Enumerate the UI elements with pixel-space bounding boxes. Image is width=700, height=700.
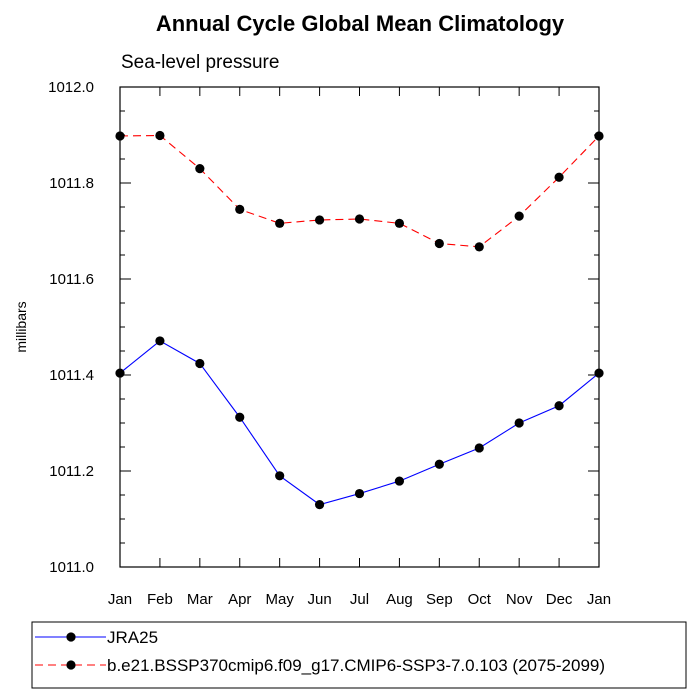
x-tick-label: Nov <box>506 591 533 608</box>
x-tick-label: Jun <box>307 591 331 608</box>
x-tick-label: Jan <box>108 591 132 608</box>
y-tick-label: 1011.2 <box>49 463 94 480</box>
y-tick-label: 1011.6 <box>49 271 94 288</box>
data-point <box>554 401 564 411</box>
data-point <box>155 130 165 141</box>
legend-marker <box>66 660 76 670</box>
data-point <box>235 412 245 422</box>
y-tick-label: 1011.0 <box>49 559 94 576</box>
y-axis-label: millibars <box>13 301 29 352</box>
data-point <box>514 211 524 221</box>
series-line-0 <box>119 340 600 506</box>
chart-title: Annual Cycle Global Mean Climatology <box>156 11 565 36</box>
data-point <box>314 500 325 510</box>
y-tick-label: 1012.0 <box>48 79 94 96</box>
y-tick-label: 1011.4 <box>49 367 94 384</box>
axis-ticks: Jan Feb Mar Apr May Jun Jul Aug Sep Oct Nov Dec Jan 1… <box>48 79 611 608</box>
data-point <box>474 443 484 453</box>
x-tick-label: Jul <box>350 591 369 608</box>
data-point <box>394 476 405 486</box>
data-point <box>195 358 205 369</box>
plot-frame <box>119 86 600 568</box>
data-point <box>514 418 524 428</box>
legend-marker <box>66 632 76 642</box>
x-tick-label: Sep <box>426 591 453 608</box>
data-point <box>195 164 205 174</box>
x-tick-label: Mar <box>187 591 213 608</box>
x-tick-label: Dec <box>546 591 573 608</box>
legend-box <box>31 621 687 689</box>
series-layer <box>115 130 604 510</box>
x-tick-label: Jan <box>587 591 611 608</box>
legend-label: b.e21.BSSP370cmip6.f09_g17.CMIP6-SSP3-7.… <box>107 656 605 675</box>
x-tick-label: Feb <box>147 591 173 608</box>
data-point <box>235 204 245 214</box>
data-point <box>354 214 365 224</box>
data-point <box>275 218 285 228</box>
data-point <box>394 218 405 228</box>
series-line-1 <box>119 134 600 248</box>
data-point <box>434 459 444 469</box>
x-tick-label: Oct <box>468 591 492 608</box>
x-tick-label: Apr <box>228 591 251 608</box>
data-point <box>155 336 165 346</box>
legend: JRA25 b.e21.BSSP370cmip6.f09_g17.CMIP6-SS… <box>31 621 687 689</box>
x-tick-label: May <box>265 591 294 608</box>
legend-label: JRA25 <box>107 628 158 647</box>
data-point <box>474 242 484 252</box>
data-point <box>314 215 325 225</box>
data-point <box>434 238 444 249</box>
y-tick-label: 1011.8 <box>49 175 94 192</box>
data-point <box>554 172 564 182</box>
chart-subtitle: Sea-level pressure <box>121 52 279 73</box>
data-point <box>275 471 285 481</box>
data-point <box>354 488 365 499</box>
x-tick-label: Aug <box>386 591 413 608</box>
